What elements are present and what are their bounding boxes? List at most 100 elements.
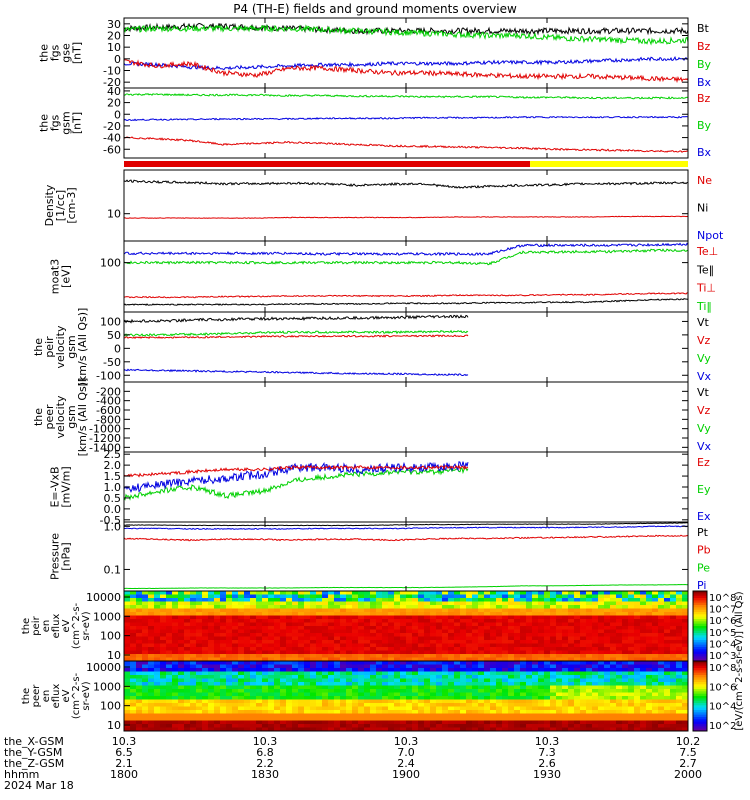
spectrogram-cell <box>298 594 305 599</box>
spectrogram-cell <box>424 633 431 637</box>
spectrogram-cell <box>562 633 569 637</box>
spectrogram-cell <box>484 647 491 651</box>
spectrogram-cell <box>652 664 659 669</box>
spectrogram-cell <box>556 678 563 683</box>
y-axis-label-line: gsm <box>65 405 78 428</box>
spectrogram-cell <box>406 657 413 662</box>
spectrogram-cell <box>658 594 665 599</box>
spectrogram-cell <box>544 685 551 690</box>
spectrogram-cell <box>472 661 479 665</box>
spectrogram-cell <box>208 633 215 637</box>
spectrogram-cell <box>532 608 539 613</box>
spectrogram-cell <box>646 724 653 728</box>
spectrogram-cell <box>376 605 383 609</box>
spectrogram-cell <box>454 724 461 728</box>
spectrogram-cell <box>574 682 581 686</box>
spectrogram-cell <box>574 664 581 669</box>
spectrogram-cell <box>538 696 545 700</box>
spectrogram-cell <box>676 612 683 616</box>
spectrogram-cell <box>148 598 155 602</box>
spectrogram-cell <box>478 689 485 693</box>
spectrogram-cell <box>280 594 287 599</box>
spectrogram-cell <box>262 650 269 655</box>
spectrogram-cell <box>268 608 275 613</box>
spectrogram-cell <box>328 689 335 693</box>
spectrogram-cell <box>622 647 629 651</box>
spectrogram-cell <box>658 661 665 665</box>
spectrogram-cell <box>190 724 197 728</box>
spectrogram-cell <box>334 608 341 613</box>
spectrogram-cell <box>244 591 251 595</box>
spectrogram-cell <box>250 619 257 623</box>
spectrogram-cell <box>598 717 605 721</box>
spectrogram-cell <box>328 654 335 658</box>
spectrogram-cell <box>556 654 563 658</box>
spectrogram-cell <box>382 643 389 648</box>
spectrogram-cell <box>184 601 191 606</box>
spectrogram-cell <box>568 636 575 641</box>
spectrogram-cell <box>574 633 581 637</box>
spectrogram-cell <box>442 696 449 700</box>
spectrogram-cell <box>514 727 521 732</box>
spectrogram-cell <box>292 706 299 711</box>
spectrogram-cell <box>214 685 221 690</box>
spectrogram-cell <box>286 650 293 655</box>
spectrogram-cell <box>640 671 647 676</box>
spectrogram-cell <box>316 692 323 697</box>
spectrogram-cell <box>190 696 197 700</box>
spectrogram-cell <box>232 689 239 693</box>
spectrogram-cell <box>238 685 245 690</box>
spectrogram-cell <box>526 608 533 613</box>
spectrogram-cell <box>262 664 269 669</box>
spectrogram-cell <box>580 640 587 644</box>
spectrogram-cell <box>346 720 353 725</box>
series-Pi <box>123 525 689 530</box>
spectrogram-cell <box>616 689 623 693</box>
spectrogram-cell <box>520 706 527 711</box>
spectrogram-cell <box>130 710 137 714</box>
spectrogram-cell <box>646 619 653 623</box>
spectrogram-cell <box>328 696 335 700</box>
spectrogram-cell <box>358 598 365 602</box>
spectrogram-cell <box>328 657 335 662</box>
spectrogram-cell <box>484 601 491 606</box>
spectrogram-cell <box>166 633 173 637</box>
spectrogram-cell <box>310 598 317 602</box>
spectrogram-cell <box>238 706 245 711</box>
spectrogram-cell <box>670 633 677 637</box>
spectrogram-cell <box>256 699 263 704</box>
spectrogram-cell <box>412 633 419 637</box>
spectrogram-cell <box>532 626 539 630</box>
spectrogram-cell <box>544 675 551 679</box>
spectrogram-cell <box>142 636 149 641</box>
spectrogram-cell <box>238 664 245 669</box>
spectrogram-cell <box>316 678 323 683</box>
spectrogram-cell <box>430 664 437 669</box>
spectrogram-cell <box>418 689 425 693</box>
spectrogram-cell <box>154 727 161 732</box>
spectrogram-cell <box>202 699 209 704</box>
spectrogram-cell <box>226 654 233 658</box>
spectrogram-cell <box>256 678 263 683</box>
y-axis-label-line: the <box>32 338 45 356</box>
colorbar-cell <box>693 726 707 730</box>
spectrogram-cell <box>454 706 461 711</box>
spectrogram-cell <box>142 605 149 609</box>
spectrogram-cell <box>616 668 623 672</box>
spectrogram-cell <box>424 591 431 595</box>
spectrogram-cell <box>430 689 437 693</box>
spectrogram-cell <box>190 661 197 665</box>
spectrogram-cell <box>652 720 659 725</box>
spectrogram-cell <box>400 636 407 641</box>
spectrogram-cell <box>280 608 287 613</box>
spectrogram-cell <box>328 612 335 616</box>
spectrogram-cell <box>616 626 623 630</box>
spectrogram-cell <box>214 661 221 665</box>
spectrogram-cell <box>550 703 557 707</box>
spectrogram-cell <box>232 622 239 627</box>
spectrogram-cell <box>232 661 239 665</box>
spectrogram-cell <box>364 689 371 693</box>
spectrogram-cell <box>628 626 635 630</box>
spectrogram-cell <box>202 594 209 599</box>
spectrogram-cell <box>328 664 335 669</box>
